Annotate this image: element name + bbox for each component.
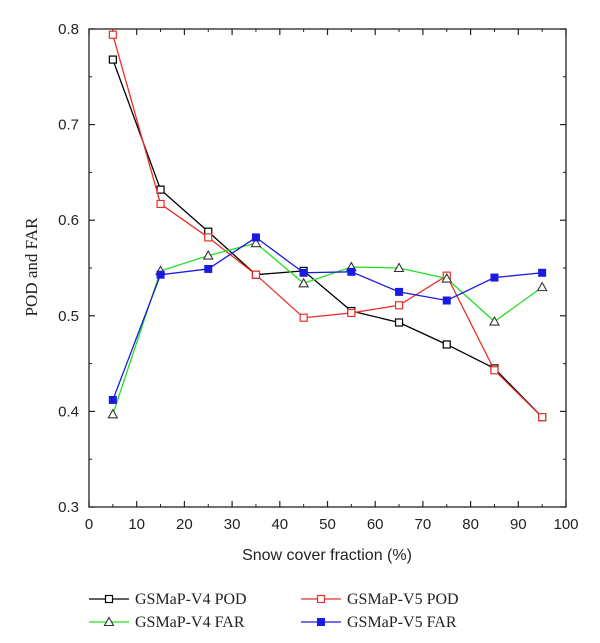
x-tick-label: 90 [510, 516, 527, 533]
data-point [156, 199, 165, 209]
data-point [442, 296, 451, 305]
data-point [490, 273, 499, 282]
data-point [251, 270, 261, 279]
series-line [112, 59, 543, 418]
data-point [489, 315, 500, 326]
x-tick-label: 30 [224, 516, 241, 533]
legend-label: GSMaP-V4 POD [135, 591, 247, 608]
data-point [441, 272, 453, 283]
x-tick-label: 10 [128, 516, 145, 533]
data-point [347, 308, 356, 318]
data-point [156, 185, 165, 194]
series-gsmap-v5-far [108, 233, 547, 404]
legend-label: GSMaP-V5 POD [347, 591, 459, 608]
data-point [299, 268, 308, 277]
series-line [112, 236, 543, 401]
x-tick-label: 50 [319, 516, 336, 533]
data-point [298, 277, 310, 288]
legend: GSMaP-V4 POD GSMaP-V5 POD GSMaP-V4 FAR GSMa… [89, 591, 459, 631]
y-tick-label: 0.8 [58, 21, 79, 38]
data-point [442, 340, 451, 349]
data-point [536, 281, 548, 292]
x-tick-label: 40 [271, 516, 288, 533]
data-point [251, 233, 260, 242]
legend-item: GSMaP-V5 POD [301, 591, 459, 608]
legend-marker [316, 594, 326, 604]
x-tick-label: 20 [176, 516, 193, 533]
data-point [538, 268, 547, 277]
x-tick-label: 100 [553, 516, 578, 533]
data-point [107, 408, 119, 419]
data-point [108, 30, 117, 39]
y-tick-label: 0.6 [58, 212, 79, 229]
data-point [347, 267, 356, 276]
x-tick-label: 80 [462, 516, 479, 533]
y-tick-label: 0.4 [58, 403, 79, 420]
data-point [202, 249, 214, 260]
x-axis-label: Snow cover fraction (%) [242, 547, 412, 564]
data-point [204, 264, 213, 273]
data-point [108, 395, 117, 404]
data-point [250, 237, 262, 248]
data-point [538, 413, 547, 422]
legend-item: GSMaP-V5 FAR [301, 614, 457, 631]
series-gsmap-v4-pod [108, 55, 547, 422]
data-point [394, 318, 404, 327]
series-line [112, 242, 543, 415]
x-tick-label: 60 [367, 516, 384, 533]
series-gsmap-v5-pod [108, 30, 547, 422]
x-tick-label: 70 [415, 516, 432, 533]
data-point [394, 301, 404, 310]
legend-marker [317, 618, 325, 626]
y-tick-label: 0.5 [58, 308, 79, 325]
legend-marker [103, 616, 115, 627]
legend-item: GSMaP-V4 POD [89, 591, 247, 608]
series-line [112, 34, 543, 418]
legend-label: GSMaP-V4 FAR [135, 614, 245, 631]
data-point [204, 233, 213, 242]
y-tick-label: 0.7 [58, 117, 79, 134]
data-point [490, 366, 499, 375]
data-point [108, 55, 117, 64]
legend-label: GSMaP-V5 FAR [347, 614, 457, 631]
data-point [156, 270, 165, 279]
legend-item: GSMaP-V4 FAR [89, 614, 245, 631]
data-point [395, 287, 404, 296]
y-tick-label: 0.3 [58, 499, 79, 516]
axis-ticks: 0 10 20 30 40 50 60 70 80 90 100 0.3 0.4 0.5 0.6 0.7 0.8 [58, 21, 578, 533]
series-gsmap-v4-far [107, 237, 548, 419]
series-group [107, 30, 548, 422]
legend-marker [104, 594, 114, 604]
data-point [393, 262, 405, 273]
y-axis-label: POD and FAR [22, 217, 41, 317]
data-point [299, 313, 308, 322]
x-tick-label: 0 [85, 516, 93, 533]
